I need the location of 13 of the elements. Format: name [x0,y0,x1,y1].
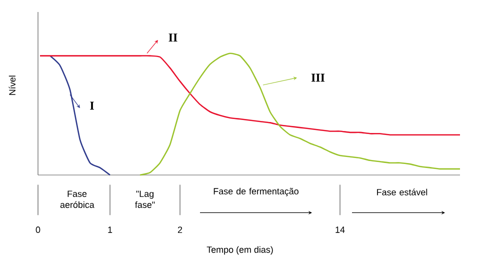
text: Tempo (em dias) [206,246,273,255]
text: Fase estável [377,188,428,196]
legend-label: I [90,102,94,110]
legend-label: II [168,34,178,42]
text: 0 [36,226,40,233]
text: 2 [178,226,182,233]
text: Fase aeróbica [60,190,94,208]
text: 1 [108,226,112,233]
legend-label: III [311,74,325,82]
text: 14 [336,226,345,233]
text: Fase de fermentação [214,188,298,196]
text: "Lag fase" [135,190,155,208]
y-axis-title: Nível [8,76,16,95]
